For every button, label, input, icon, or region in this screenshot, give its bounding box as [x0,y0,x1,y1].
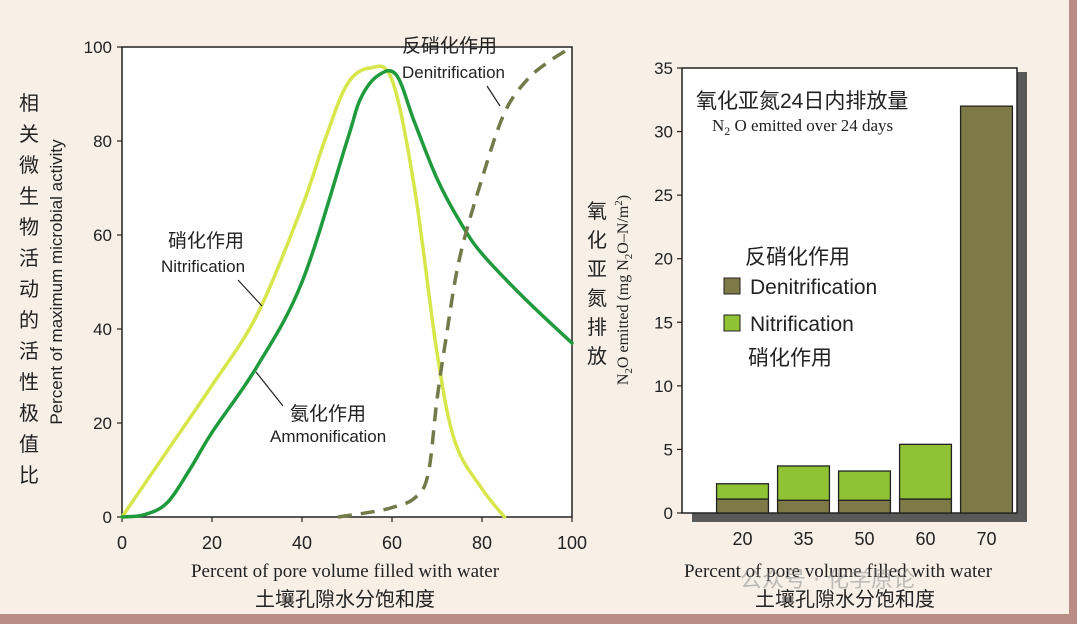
ammonification-curve [120,68,574,519]
denitrification-label-en: Denitrification [402,63,505,82]
chart1-plot-area [121,46,573,518]
bar-denitrification-35 [776,499,831,514]
chart1-xlabel: Percent of pore volume filled with water [191,561,500,582]
legend-denitrification-swatch [723,277,741,295]
chart2-xtick-label: 50 [854,529,874,549]
chart1-xtick-label: 20 [202,533,222,553]
chart2-xtick-label: 70 [976,529,996,549]
chart2-ytick-label: 0 [664,504,673,523]
chart1-xtick-label: 100 [557,533,587,553]
chart1-xtick-label: 40 [292,533,312,553]
denitrification-label-cn: 反硝化作用 [402,35,497,57]
bar-denitrification-20 [715,498,770,514]
chart1-ytick-label: 100 [84,38,112,57]
bar-denitrification-70 [959,105,1014,514]
chart2-ylabel-cn: 氧化亚氮排放 [587,200,607,368]
chart2-ylabel: N2O emitted (mg N2O–N/m2) [613,195,635,385]
chart1-axes: 0 20 40 60 80 100 0 20 40 60 80 100 [84,38,587,553]
legend-nitrification-cn: 硝化作用 [748,347,832,370]
bar-nitrification-50 [837,470,892,501]
chart2-xlabel: Percent of pore volume filled with water [684,561,993,582]
chart1-ytick-label: 20 [93,414,112,433]
legend-denitrification-cn: 反硝化作用 [745,246,850,269]
chart2-ytick-label: 30 [654,123,673,142]
ammonification-label-cn: 氨化作用 [290,403,366,425]
bar-nitrification-35 [776,465,831,501]
chart1-series [120,45,574,519]
ammonification-label-en: Ammonification [270,427,386,446]
chart1-ylabel-cn: 相关微生物活动的活性极值比 [19,92,39,487]
chart1-ytick-label: 80 [93,132,112,151]
chart1-ytick-label: 0 [103,508,112,527]
legend-nitrification-en: Nitrification [750,313,854,336]
legend-nitrification-swatch [723,314,741,332]
denitrification-curve [337,45,573,519]
chart2-xtick-label: 60 [915,529,935,549]
chart2-ytick-label: 15 [654,313,673,332]
chart2-ytick-label: 10 [654,377,673,396]
chart2-title-en: N2 O emitted over 24 days [712,116,893,138]
legend-denitrification-en: Denitrification [750,276,877,299]
chart1-xtick-label: 60 [382,533,402,553]
bar-nitrification-60 [898,443,953,500]
chart1-xtick-label: 0 [117,533,127,553]
chart2-title-cn: 氧化亚氮24日内排放量 [696,90,908,113]
chart2-xlabel-cn: 土壤孔隙水分饱和度 [755,588,935,611]
watermark: 公众号 · 化学原论 [740,568,915,593]
chart1-xtick-label: 80 [472,533,492,553]
nitrification-curve [120,64,507,519]
bar-denitrification-60 [898,498,953,514]
bar-nitrification-20 [715,483,770,500]
chart2-ytick-label: 20 [654,250,673,269]
chart2-ytick-label: 35 [654,59,673,78]
nitrification-label-en: Nitrification [161,257,245,276]
chart1-xlabel-cn: 土壤孔隙水分饱和度 [255,588,435,611]
chart2-ytick-label: 5 [664,440,673,459]
chart2-ytick-label: 25 [654,186,673,205]
chart2-xtick-label: 35 [793,529,813,549]
nitrification-leader [237,279,263,307]
bar-denitrification-50 [837,499,892,514]
chart2-xtick-label: 20 [732,529,752,549]
ammonification-leader [255,371,284,407]
chart2-bars: 20 35 50 60 70 [715,105,1014,549]
chart1-ytick-label: 40 [93,320,112,339]
nitrification-label-cn: 硝化作用 [168,230,244,252]
chart2-axes: 0 5 10 15 20 25 30 35 [654,59,682,523]
chart1-ytick-label: 60 [93,226,112,245]
chart1-ylabel: Percent of maximum microbial activity [47,139,66,425]
denitrification-leader [486,85,501,107]
